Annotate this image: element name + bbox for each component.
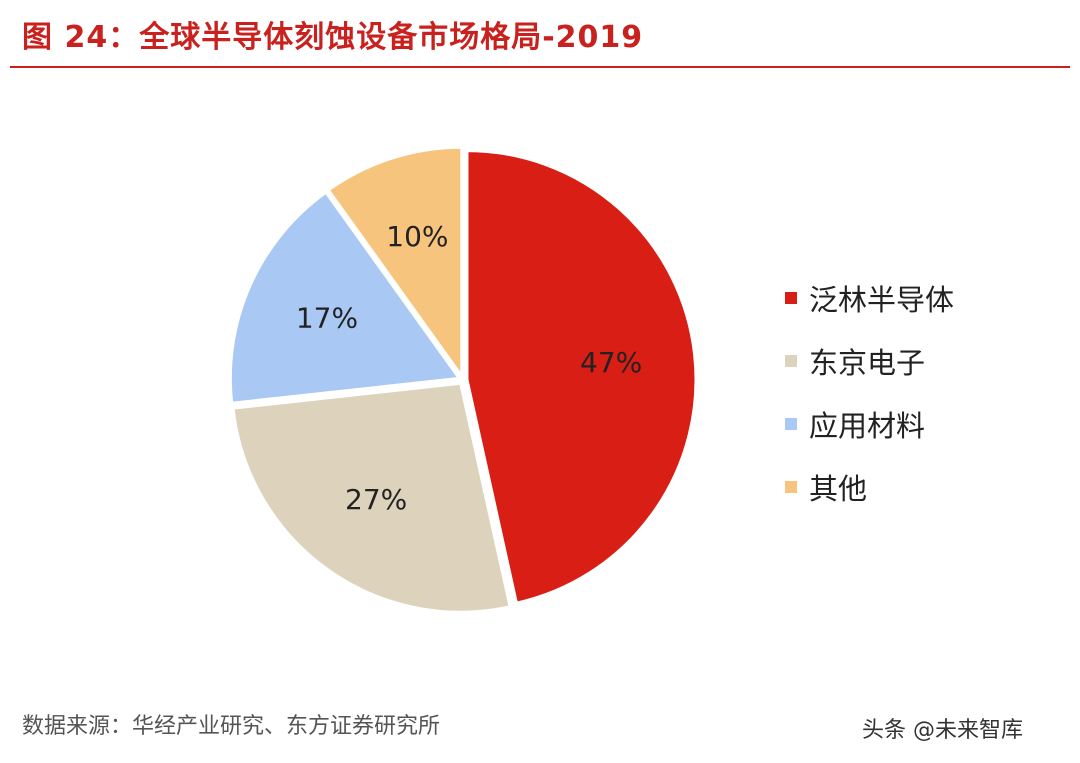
source-note: 数据来源：华经产业研究、东方证券研究所: [22, 714, 441, 739]
legend-item: 东京电子: [785, 329, 954, 392]
pie-slice: [228, 190, 463, 405]
legend-swatch: [785, 417, 797, 430]
pie-slice: [231, 381, 512, 614]
legend-label: 东京电子: [809, 345, 926, 380]
slice-data-label: 27%: [345, 483, 407, 516]
legend-swatch: [785, 291, 797, 304]
legend-swatch: [785, 354, 797, 367]
legend-label: 泛林半导体: [809, 282, 955, 317]
legend-label: 其他: [809, 471, 868, 506]
watermark: 头条 @未来智库: [862, 718, 1023, 743]
title-divider: [10, 66, 1070, 68]
legend: 泛林半导体 东京电子 应用材料 其他: [785, 266, 954, 518]
pie-slice: [465, 149, 698, 605]
pie-slice: [326, 145, 464, 381]
legend-swatch: [785, 480, 797, 493]
legend-label: 应用材料: [809, 408, 926, 443]
slice-data-label: 47%: [580, 346, 642, 379]
legend-item: 泛林半导体: [785, 266, 954, 329]
slice-data-label: 10%: [386, 220, 448, 253]
chart-title: 图 24：全球半导体刻蚀设备市场格局-2019: [22, 20, 644, 55]
legend-item: 应用材料: [785, 392, 954, 455]
legend-item: 其他: [785, 455, 954, 518]
slice-data-label: 17%: [296, 301, 358, 334]
